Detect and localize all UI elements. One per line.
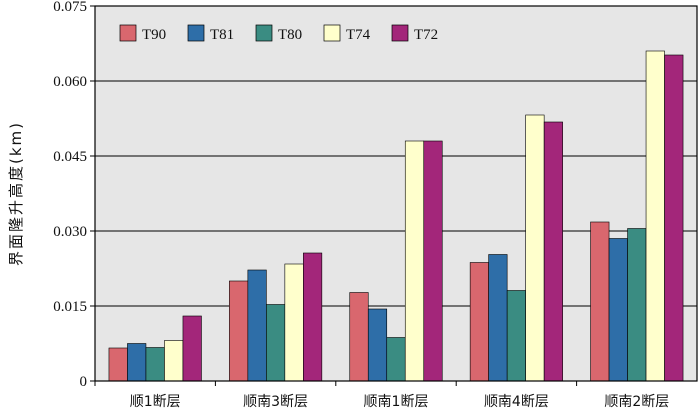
- bar-T72-3: [423, 140, 443, 382]
- legend-swatch-T72: [391, 24, 409, 42]
- bar-T81-4: [488, 254, 508, 382]
- legend-label-T74: T74: [346, 27, 371, 43]
- x-tick-label: 顺南2断层: [604, 394, 669, 410]
- y-tick-label: 0.075: [53, 0, 87, 15]
- y-tick-label: 0.030: [53, 224, 87, 240]
- bar-T81-2: [247, 269, 267, 382]
- bar-T72-1: [182, 315, 202, 382]
- bar-T90-5: [590, 221, 610, 382]
- legend-swatch-T81: [187, 24, 205, 42]
- bar-T74-3: [404, 140, 425, 382]
- bar-T72-4: [543, 121, 563, 382]
- legend-label-T80: T80: [278, 27, 302, 43]
- y-tick-label: 0.060: [53, 74, 87, 90]
- y-tick-label: 0.015: [53, 299, 87, 315]
- bar-T90-2: [229, 280, 249, 382]
- bar-T80-1: [145, 347, 165, 382]
- legend-label-T72: T72: [414, 27, 438, 43]
- y-tick-label: 0: [80, 374, 88, 390]
- bar-T81-3: [367, 308, 388, 382]
- legend-swatch-T80: [255, 24, 273, 42]
- bar-T81-1: [127, 343, 147, 382]
- x-tick-label: 顺南3断层: [243, 394, 308, 410]
- x-axis-ticks: 顺1断层 顺南3断层 顺南1断层 顺南4断层 顺南2断层: [94, 381, 669, 410]
- bar-T74-1: [164, 340, 184, 382]
- plot-frame: [94, 5, 698, 382]
- bar-T74-2: [284, 263, 304, 382]
- legend-swatch-T74: [323, 24, 341, 42]
- bar-T80-5: [627, 228, 647, 382]
- bar-T90-4: [469, 262, 489, 382]
- bar-T81-5: [608, 238, 628, 382]
- bar-T72-2: [303, 252, 323, 382]
- bar-T80-2: [266, 304, 286, 382]
- legend-label-T81: T81: [210, 27, 234, 43]
- bar-T90-3: [349, 292, 369, 382]
- bar-T74-5: [645, 50, 665, 382]
- x-tick-label: 顺南4断层: [484, 394, 549, 410]
- legend: T90 T81 T80 T74 T72: [119, 24, 438, 43]
- bar-T90-1: [108, 347, 128, 382]
- x-tick-label: 顺1断层: [130, 394, 181, 410]
- bar-T74-4: [525, 114, 545, 382]
- legend-swatch-T90: [119, 24, 137, 42]
- bar-T80-4: [506, 290, 526, 382]
- y-tick-label: 0.045: [53, 149, 87, 165]
- bar-T80-3: [386, 337, 406, 382]
- legend-label-T90: T90: [142, 27, 166, 43]
- bar-T72-5: [664, 54, 684, 382]
- y-axis-ticks: 0 0.015 0.030 0.045 0.060 0.075: [53, 0, 95, 390]
- x-tick-label: 顺南1断层: [364, 394, 429, 410]
- y-axis-label: 界面隆升高度(km): [7, 121, 25, 266]
- bars: [108, 50, 684, 382]
